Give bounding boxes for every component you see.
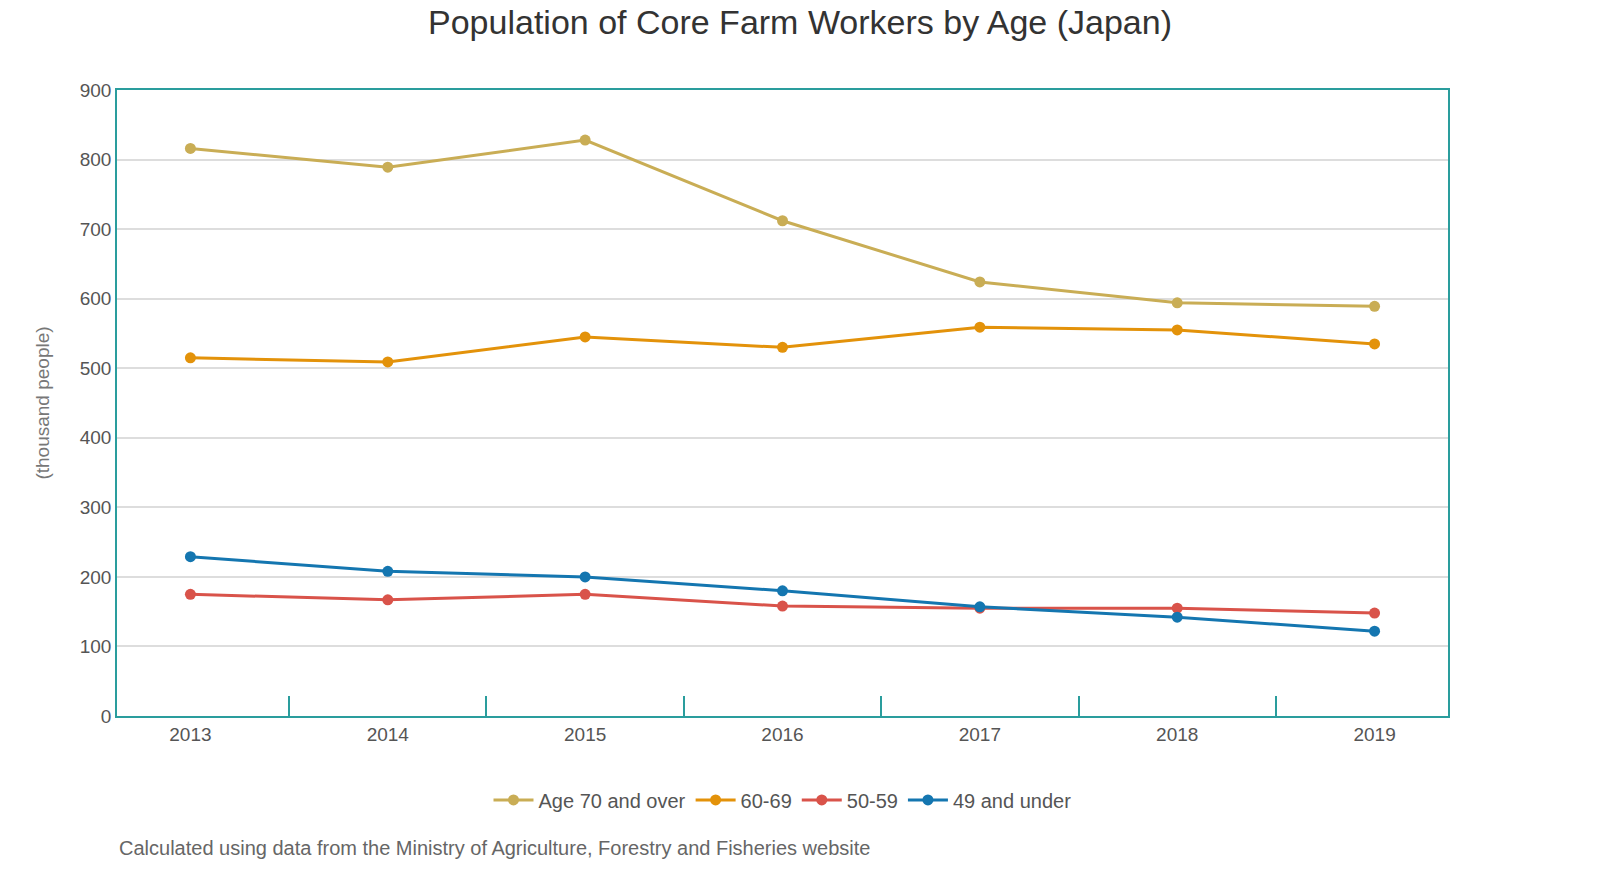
svg-text:0: 0 [101, 706, 112, 727]
svg-text:(thousand people): (thousand people) [32, 326, 53, 479]
svg-text:2014: 2014 [367, 724, 410, 745]
svg-text:2015: 2015 [564, 724, 606, 745]
svg-text:2019: 2019 [1353, 724, 1395, 745]
svg-text:500: 500 [80, 358, 112, 379]
svg-text:200: 200 [80, 567, 112, 588]
svg-text:2017: 2017 [959, 724, 1001, 745]
svg-text:900: 900 [80, 80, 112, 101]
svg-text:Calculated using data from the: Calculated using data from the Ministry … [119, 837, 870, 859]
svg-text:49 and under: 49 and under [953, 790, 1071, 812]
svg-text:2013: 2013 [169, 724, 211, 745]
svg-text:700: 700 [80, 219, 112, 240]
svg-text:2018: 2018 [1156, 724, 1198, 745]
svg-text:2016: 2016 [761, 724, 803, 745]
svg-text:400: 400 [80, 427, 112, 448]
svg-text:Age 70 and over: Age 70 and over [539, 790, 686, 812]
svg-text:800: 800 [80, 149, 112, 170]
svg-text:Population of Core Farm Worker: Population of Core Farm Workers by Age (… [428, 3, 1172, 41]
svg-text:300: 300 [80, 497, 112, 518]
svg-text:600: 600 [80, 288, 112, 309]
svg-text:100: 100 [80, 636, 112, 657]
svg-text:60-69: 60-69 [741, 790, 792, 812]
svg-text:50-59: 50-59 [847, 790, 898, 812]
